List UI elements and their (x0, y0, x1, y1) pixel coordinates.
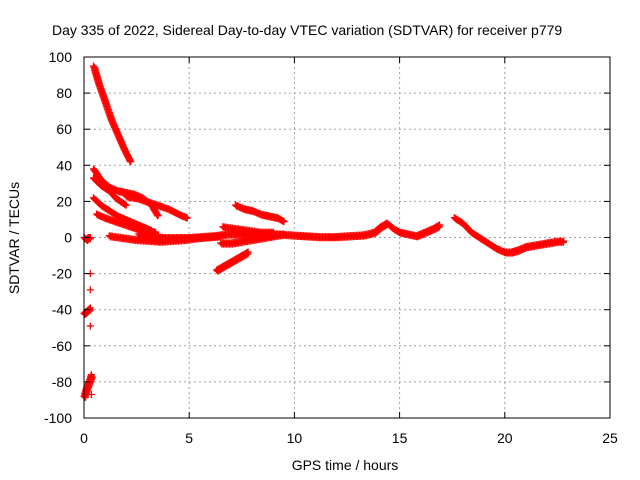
arc-2-point (153, 210, 161, 218)
x-tick-label: 15 (392, 430, 408, 446)
y-tick-label: 20 (56, 193, 72, 209)
arc-9-point (280, 230, 288, 238)
x-tick-label: 25 (602, 430, 618, 446)
y-tick-label: 40 (56, 157, 72, 173)
arc-13-point (560, 237, 568, 245)
arc-2-point (154, 212, 162, 220)
arc-6-point (183, 214, 191, 222)
arc-8-point (434, 222, 442, 230)
arc-11-point (279, 217, 287, 225)
y-axis-title: SDTVAR / TECUs (6, 182, 22, 294)
y-tick-labels: -100 -80 -60 -40 -20 0 20 40 60 80 100 (44, 49, 72, 426)
arc-8-point (436, 221, 444, 229)
x-axis-title: GPS time / hours (292, 457, 399, 473)
y-tick-label: -60 (52, 338, 72, 354)
arc-16-point (87, 371, 95, 379)
isolated-point (86, 322, 94, 330)
x-tick-label: 0 (80, 430, 88, 446)
y-tick-label: -40 (52, 302, 72, 318)
arc-10-point (244, 248, 252, 256)
arc-15-point (85, 305, 93, 313)
x-tick-label: 20 (497, 430, 513, 446)
arc-10-point (243, 249, 251, 257)
x-tick-label: 5 (185, 430, 193, 446)
arc-15-point (86, 304, 94, 312)
arc-3-point (122, 201, 130, 209)
chart-title: Day 335 of 2022, Sidereal Day-to-day VTE… (52, 22, 562, 38)
arc-3-point (121, 200, 129, 208)
isolated-point (86, 286, 94, 294)
y-tick-label: 60 (56, 121, 72, 137)
arc-12-point (269, 228, 277, 236)
y-tick-label: -20 (52, 266, 72, 282)
y-tick-label: -80 (52, 374, 72, 390)
y-tick-label: 80 (56, 85, 72, 101)
arc-1-point (126, 156, 134, 164)
arc-11-point (280, 217, 288, 225)
arc-1-point (126, 158, 134, 166)
y-tick-label: 100 (49, 49, 73, 65)
y-tick-label: -100 (44, 410, 72, 426)
y-tick-label: 0 (64, 230, 72, 246)
x-tick-label: 10 (287, 430, 303, 446)
data-points (80, 62, 568, 402)
axis-ticks (83, 56, 611, 419)
isolated-point (87, 391, 95, 399)
x-tick-labels: 0 5 10 15 20 25 (80, 430, 618, 446)
